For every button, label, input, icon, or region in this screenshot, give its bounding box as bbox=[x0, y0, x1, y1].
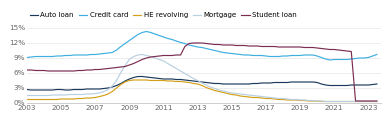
Legend: Auto loan, Credit card, HE revolving, Mortgage, Student loan: Auto loan, Credit card, HE revolving, Mo… bbox=[27, 9, 300, 21]
Mortgage bbox=[106, 89, 110, 90]
Credit card bbox=[191, 45, 196, 47]
Credit card bbox=[144, 31, 149, 32]
Student loan bbox=[375, 100, 379, 102]
Line: HE revolving: HE revolving bbox=[27, 80, 377, 102]
Student loan bbox=[187, 43, 191, 44]
Credit card bbox=[306, 54, 311, 56]
HE revolving bbox=[123, 81, 127, 83]
Credit card bbox=[375, 54, 379, 55]
HE revolving bbox=[25, 99, 29, 100]
HE revolving bbox=[319, 101, 324, 102]
Line: Student loan: Student loan bbox=[27, 43, 377, 101]
Student loan bbox=[353, 100, 358, 102]
Mortgage bbox=[140, 54, 144, 55]
Line: Auto loan: Auto loan bbox=[27, 76, 377, 90]
Auto loan bbox=[123, 80, 127, 82]
Credit card bbox=[328, 59, 332, 61]
HE revolving bbox=[119, 84, 123, 85]
Student loan bbox=[306, 47, 311, 48]
HE revolving bbox=[375, 101, 379, 102]
Student loan bbox=[119, 66, 123, 68]
Mortgage bbox=[375, 101, 379, 102]
Mortgage bbox=[119, 72, 123, 73]
Student loan bbox=[191, 42, 196, 44]
Auto loan bbox=[25, 89, 29, 90]
Credit card bbox=[119, 46, 123, 47]
HE revolving bbox=[298, 100, 302, 101]
Line: Mortgage: Mortgage bbox=[27, 54, 377, 102]
Mortgage bbox=[25, 95, 29, 96]
Auto loan bbox=[311, 81, 315, 83]
Mortgage bbox=[123, 65, 127, 66]
Credit card bbox=[25, 57, 29, 58]
Auto loan bbox=[110, 86, 115, 88]
Mortgage bbox=[191, 78, 196, 79]
Line: Credit card: Credit card bbox=[27, 32, 377, 60]
Mortgage bbox=[298, 99, 302, 101]
HE revolving bbox=[306, 100, 311, 102]
HE revolving bbox=[131, 79, 136, 81]
Credit card bbox=[106, 52, 110, 54]
Mortgage bbox=[323, 101, 328, 102]
Auto loan bbox=[195, 81, 200, 82]
Auto loan bbox=[375, 83, 379, 85]
Auto loan bbox=[29, 89, 33, 91]
Student loan bbox=[123, 66, 127, 67]
Credit card bbox=[123, 43, 127, 44]
Credit card bbox=[298, 55, 302, 56]
Auto loan bbox=[136, 76, 140, 77]
Student loan bbox=[106, 68, 110, 69]
Auto loan bbox=[127, 78, 132, 80]
Student loan bbox=[25, 69, 29, 71]
HE revolving bbox=[191, 83, 196, 84]
HE revolving bbox=[106, 93, 110, 95]
Mortgage bbox=[306, 100, 311, 101]
Auto loan bbox=[302, 81, 306, 83]
Student loan bbox=[298, 46, 302, 48]
